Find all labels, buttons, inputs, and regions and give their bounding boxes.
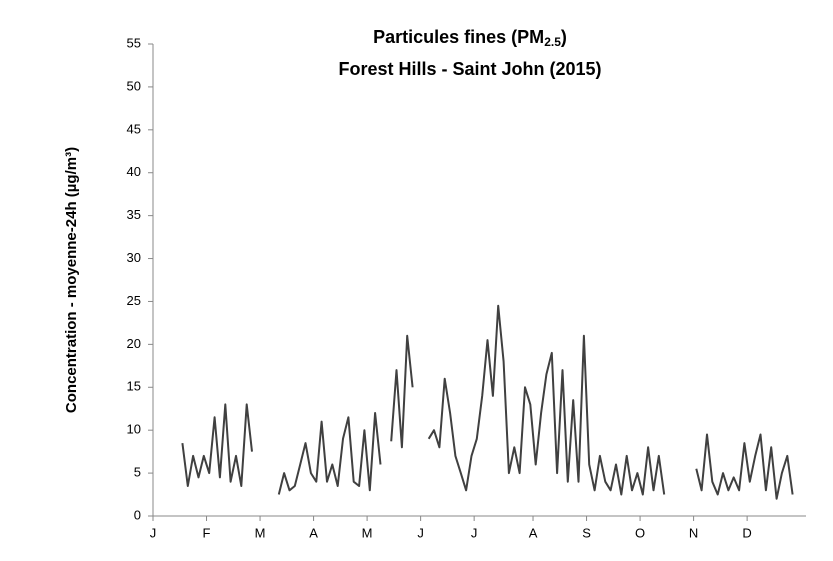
y-tick-label: 0: [134, 507, 141, 522]
x-tick-label: N: [689, 525, 698, 540]
x-tick-label: J: [417, 525, 424, 540]
x-tick-label: F: [203, 525, 211, 540]
y-tick-label: 40: [127, 164, 141, 179]
data-line: [181, 304, 794, 500]
title-subscript: 2.5: [544, 35, 561, 49]
x-tick-label: D: [742, 525, 751, 540]
x-tick-label: O: [635, 525, 645, 540]
y-tick-label: 5: [134, 465, 141, 480]
title-part: ): [561, 27, 567, 47]
y-tick-label: 45: [127, 121, 141, 136]
chart-subtitle: Forest Hills - Saint John (2015): [338, 59, 601, 79]
y-tick-label: 55: [127, 35, 141, 50]
chart-title: Particules fines (PM2.5): [373, 27, 567, 49]
y-tick-label: 20: [127, 336, 141, 351]
title-part: Particules fines (PM: [373, 27, 544, 47]
y-tick-label: 15: [127, 379, 141, 394]
x-tick-label: J: [471, 525, 478, 540]
x-tick-label: S: [582, 525, 591, 540]
x-tick-label: A: [529, 525, 538, 540]
y-axis-label: Concentration - moyenne-24h (µg/m³): [63, 147, 80, 413]
y-tick-label: 25: [127, 293, 141, 308]
y-tick-label: 35: [127, 207, 141, 222]
x-tick-label: M: [362, 525, 373, 540]
y-tick-label: 30: [127, 250, 141, 265]
y-tick-label: 50: [127, 78, 141, 93]
x-tick-label: A: [309, 525, 318, 540]
y-tick-label: 10: [127, 422, 141, 437]
x-tick-label: J: [150, 525, 157, 540]
x-tick-label: M: [255, 525, 266, 540]
